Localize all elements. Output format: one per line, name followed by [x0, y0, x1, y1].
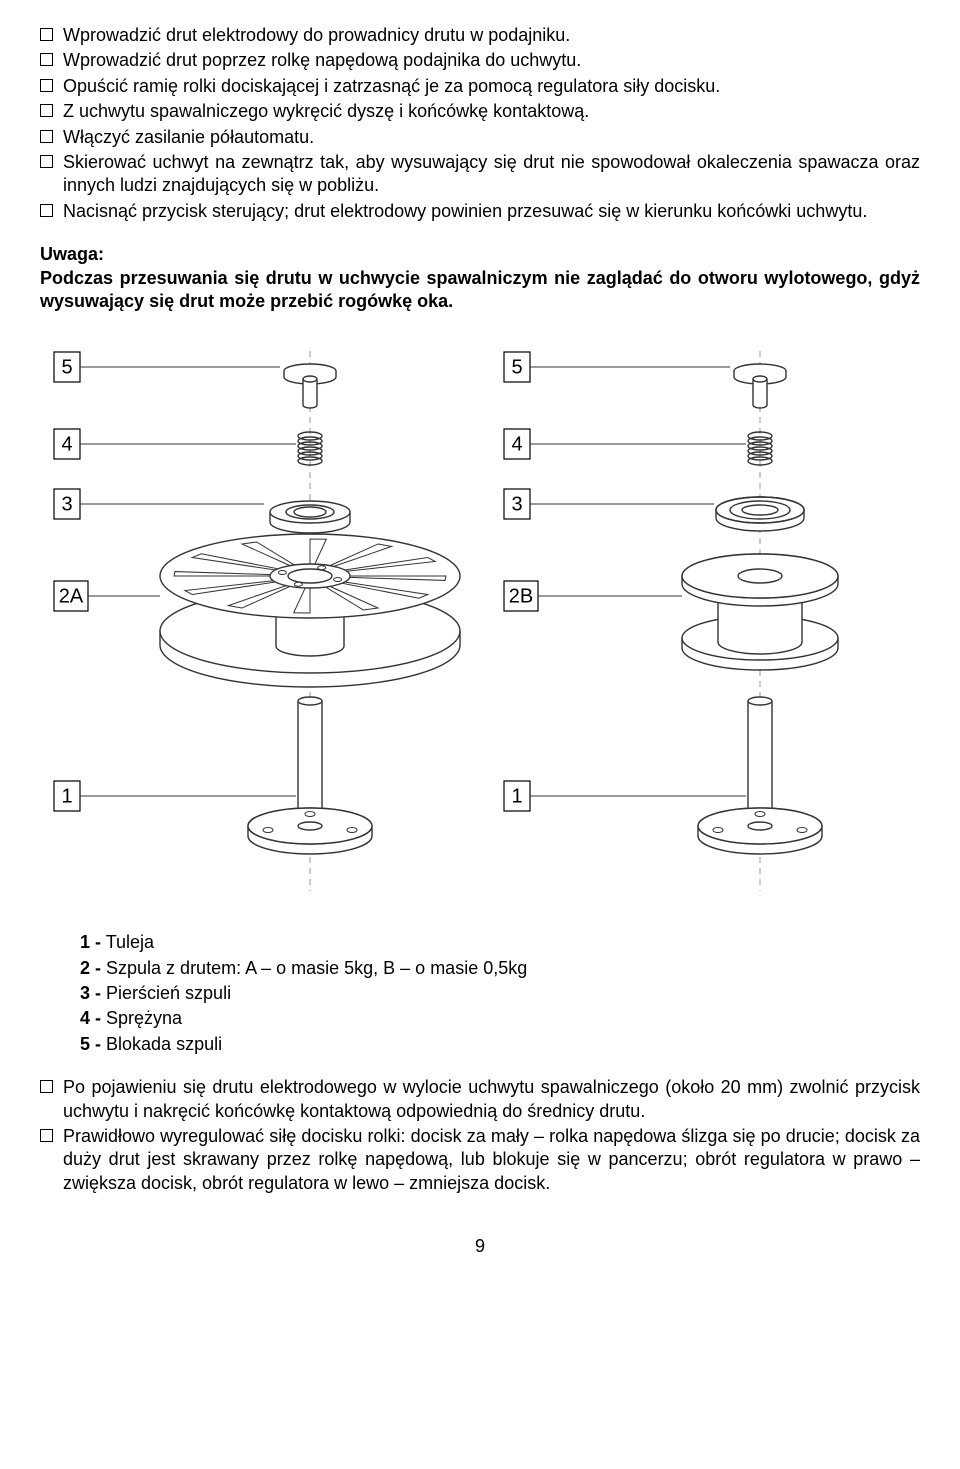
legend-row: 2 - Szpula z drutem: A – o masie 5kg, B …: [80, 957, 920, 980]
checkbox-bullet-icon: [40, 155, 53, 168]
page-number: 9: [40, 1235, 920, 1258]
bottom-bullet-text: Po pojawieniu się drutu elektrodowego w …: [63, 1076, 920, 1123]
checkbox-bullet-icon: [40, 104, 53, 117]
bottom-bullet-text: Prawidłowo wyregulować siłę docisku rolk…: [63, 1125, 920, 1195]
checkbox-bullet-icon: [40, 204, 53, 217]
bottom-bullet-list: Po pojawieniu się drutu elektrodowego w …: [40, 1076, 920, 1195]
svg-text:1: 1: [61, 786, 72, 808]
checkbox-bullet-icon: [40, 79, 53, 92]
svg-text:1: 1: [511, 786, 522, 808]
bottom-bullet-item: Po pojawieniu się drutu elektrodowego w …: [40, 1076, 920, 1123]
legend-text: Szpula z drutem: A – o masie 5kg, B – o …: [101, 958, 527, 978]
checkbox-bullet-icon: [40, 28, 53, 41]
bottom-bullet-item: Prawidłowo wyregulować siłę docisku rolk…: [40, 1125, 920, 1195]
legend-num: 2 -: [80, 958, 101, 978]
svg-text:3: 3: [61, 494, 72, 516]
top-bullet-text: Włączyć zasilanie półautomatu.: [63, 126, 920, 149]
top-bullet-item: Nacisnąć przycisk sterujący; drut elektr…: [40, 200, 920, 223]
legend-num: 4 -: [80, 1008, 101, 1028]
legend-text: Pierścień szpuli: [101, 983, 231, 1003]
top-bullet-item: Wprowadzić drut elektrodowy do prowadnic…: [40, 24, 920, 47]
checkbox-bullet-icon: [40, 130, 53, 143]
svg-text:5: 5: [511, 357, 522, 379]
warning-text: Podczas przesuwania się drutu w uchwycie…: [40, 267, 920, 314]
top-bullet-text: Wprowadzić drut poprzez rolkę napędową p…: [63, 49, 920, 72]
top-bullet-text: Skierować uchwyt na zewnątrz tak, aby wy…: [63, 151, 920, 198]
top-bullet-list: Wprowadzić drut elektrodowy do prowadnic…: [40, 24, 920, 223]
svg-text:4: 4: [511, 434, 522, 456]
legend-text: Tuleja: [101, 932, 154, 952]
checkbox-bullet-icon: [40, 53, 53, 66]
legend-num: 5 -: [80, 1034, 101, 1054]
top-bullet-item: Wprowadzić drut poprzez rolkę napędową p…: [40, 49, 920, 72]
checkbox-bullet-icon: [40, 1080, 53, 1093]
svg-text:4: 4: [61, 434, 72, 456]
svg-text:5: 5: [61, 357, 72, 379]
checkbox-bullet-icon: [40, 1129, 53, 1142]
legend-num: 3 -: [80, 983, 101, 1003]
top-bullet-item: Skierować uchwyt na zewnątrz tak, aby wy…: [40, 151, 920, 198]
top-bullet-item: Z uchwytu spawalniczego wykręcić dyszę i…: [40, 100, 920, 123]
warning-block: Uwaga: Podczas przesuwania się drutu w u…: [40, 243, 920, 313]
svg-text:2A: 2A: [59, 586, 84, 608]
legend-row: 3 - Pierścień szpuli: [80, 982, 920, 1005]
legend-row: 1 - Tuleja: [80, 931, 920, 954]
svg-text:2B: 2B: [509, 586, 533, 608]
warning-title: Uwaga:: [40, 243, 920, 266]
top-bullet-text: Wprowadzić drut elektrodowy do prowadnic…: [63, 24, 920, 47]
top-bullet-text: Opuścić ramię rolki dociskającej i zatrz…: [63, 75, 920, 98]
legend: 1 - Tuleja2 - Szpula z drutem: A – o mas…: [80, 931, 920, 1056]
legend-text: Blokada szpuli: [101, 1034, 222, 1054]
diagram-area: 5 4 3 2A 1 5 4 3 2B 1: [40, 341, 920, 901]
top-bullet-item: Włączyć zasilanie półautomatu.: [40, 126, 920, 149]
legend-row: 5 - Blokada szpuli: [80, 1033, 920, 1056]
legend-row: 4 - Sprężyna: [80, 1007, 920, 1030]
svg-text:3: 3: [511, 494, 522, 516]
top-bullet-text: Z uchwytu spawalniczego wykręcić dyszę i…: [63, 100, 920, 123]
top-bullet-item: Opuścić ramię rolki dociskającej i zatrz…: [40, 75, 920, 98]
diagram-right: 5 4 3 2B 1: [490, 341, 920, 901]
top-bullet-text: Nacisnąć przycisk sterujący; drut elektr…: [63, 200, 920, 223]
legend-text: Sprężyna: [101, 1008, 182, 1028]
diagram-left: 5 4 3 2A 1: [40, 341, 470, 901]
legend-num: 1 -: [80, 932, 101, 952]
